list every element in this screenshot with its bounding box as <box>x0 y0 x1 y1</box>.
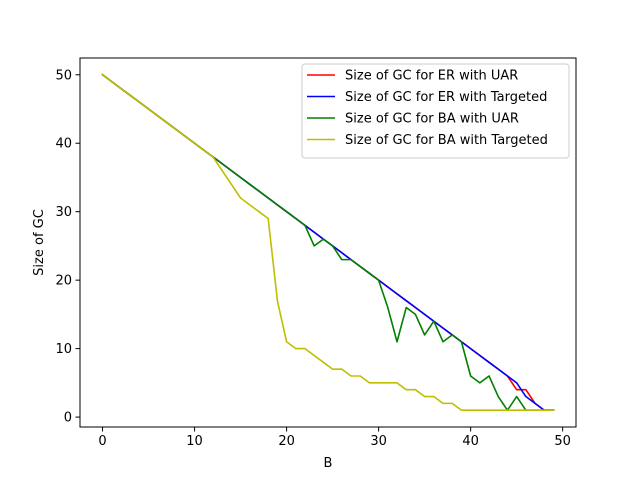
plot-lines <box>101 73 555 412</box>
x-tick-label-1: 10 <box>186 434 203 449</box>
x-tick-label-0: 0 <box>98 434 106 449</box>
legend-entry-2: Size of GC for BA with UAR <box>345 112 519 127</box>
y-axis-label: Size of GC <box>32 209 47 276</box>
x-tick-label-5: 50 <box>554 434 571 449</box>
y-tick-label-3: 30 <box>55 205 72 220</box>
legend-entry-3: Size of GC for BA with Targeted <box>345 133 548 148</box>
legend-entry-1: Size of GC for ER with Targeted <box>345 90 547 105</box>
x-tick-label-2: 20 <box>278 434 295 449</box>
y-tick-label-2: 20 <box>55 274 72 289</box>
x-axis-ticks: 0 10 20 30 40 50 <box>98 427 571 449</box>
x-tick-label-3: 30 <box>370 434 387 449</box>
y-tick-label-1: 10 <box>55 342 72 357</box>
legend: Size of GC for ER with UAR Size of GC for… <box>301 63 570 159</box>
legend-box <box>301 63 570 159</box>
y-axis-ticks: 0 10 20 30 40 50 <box>55 68 80 426</box>
legend-entry-0: Size of GC for ER with UAR <box>345 69 518 84</box>
x-tick-label-4: 40 <box>462 434 479 449</box>
plot-frame <box>79 57 577 428</box>
x-axis-label: B <box>324 456 333 471</box>
y-tick-label-0: 0 <box>64 411 72 426</box>
series-line-3 <box>101 73 555 412</box>
y-tick-label-5: 50 <box>55 68 72 83</box>
y-tick-label-4: 40 <box>55 137 72 152</box>
